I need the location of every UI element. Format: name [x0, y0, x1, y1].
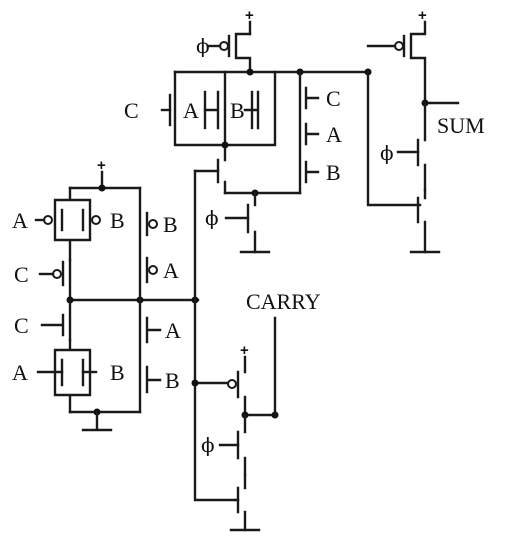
- phi-label-sum-eval: ϕ: [205, 206, 219, 230]
- ground-carry-logic: [81, 410, 113, 432]
- input-a-carry-pmos-right: A: [163, 258, 179, 283]
- input-a-carry-nmos: A: [12, 360, 28, 385]
- input-b-sum-series: B: [326, 160, 341, 185]
- input-a-sum-series: A: [326, 122, 342, 147]
- input-b-carry-pmos-right: B: [163, 212, 178, 237]
- supply-plus-sum-precharge: +: [245, 7, 254, 24]
- sum-label: SUM: [437, 113, 485, 138]
- phi-label-sum-precharge: ϕ: [196, 34, 210, 58]
- input-b-carry-pmos: B: [110, 208, 125, 233]
- output-pmos-sum: [409, 20, 427, 105]
- keeper-nmos-sum: [416, 101, 427, 192]
- carry-logic-section: + A B C C A B B A: [12, 157, 200, 432]
- supply-plus-sum-output: +: [418, 7, 427, 24]
- precharge-pmos-sum: [234, 32, 252, 74]
- carry-output-section: + CARRY ϕ: [191, 169, 321, 532]
- input-b-carry-nmos-right: B: [165, 368, 180, 393]
- input-b-sum: B: [230, 98, 245, 123]
- input-a-carry-nmos-right: A: [165, 318, 181, 343]
- input-a-sum: A: [183, 98, 199, 123]
- phi-label-sum-keeper: ϕ: [380, 141, 394, 165]
- evaluate-nmos-sum: [246, 191, 257, 254]
- supply-plus-carry-logic: +: [97, 157, 106, 174]
- input-c-carry-nmos: C: [14, 313, 29, 338]
- sum-section: + ϕ C A B C A B: [124, 7, 485, 254]
- input-c-sum-series: C: [326, 86, 341, 111]
- carry-label: CARRY: [246, 289, 321, 314]
- input-c-carry-pmos: C: [14, 262, 29, 287]
- input-c-sum: C: [124, 98, 139, 123]
- phi-label-carry: ϕ: [201, 433, 215, 457]
- input-a-carry-pmos: A: [12, 208, 28, 233]
- output-pmos-carry: [236, 355, 247, 417]
- input-b-carry-nmos-left: B: [110, 360, 125, 385]
- supply-plus-carry-output: +: [240, 342, 249, 359]
